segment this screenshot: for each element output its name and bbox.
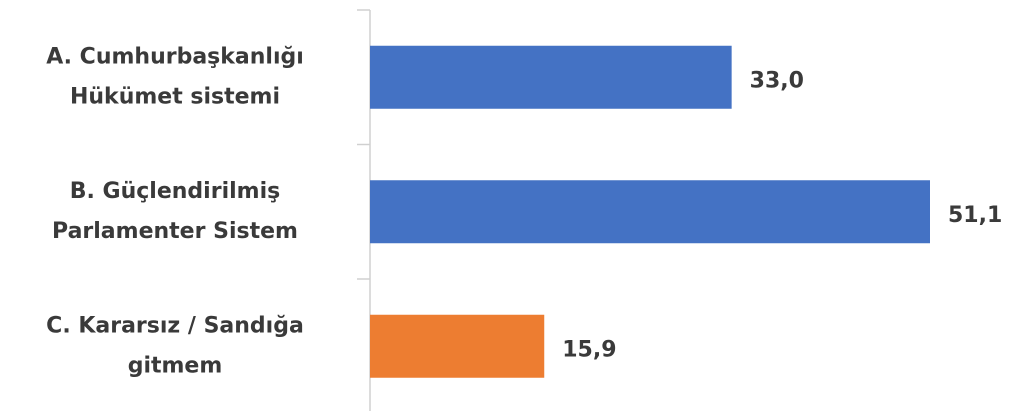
bar xyxy=(370,314,545,378)
value-label: 51,1 xyxy=(948,203,1002,228)
category-label: Parlamenter Sistem xyxy=(52,219,298,244)
category-label: B. Güçlendirilmiş xyxy=(70,179,280,204)
bar xyxy=(370,180,930,244)
value-label: 33,0 xyxy=(750,68,804,93)
category-label: C. Kararsız / Sandığa xyxy=(46,313,304,338)
category-label: gitmem xyxy=(128,353,223,378)
category-label: A. Cumhurbaşkanlığı xyxy=(46,44,304,69)
bar xyxy=(370,45,732,109)
value-label: 15,9 xyxy=(562,337,616,362)
category-label: Hükümet sistemi xyxy=(70,84,280,109)
